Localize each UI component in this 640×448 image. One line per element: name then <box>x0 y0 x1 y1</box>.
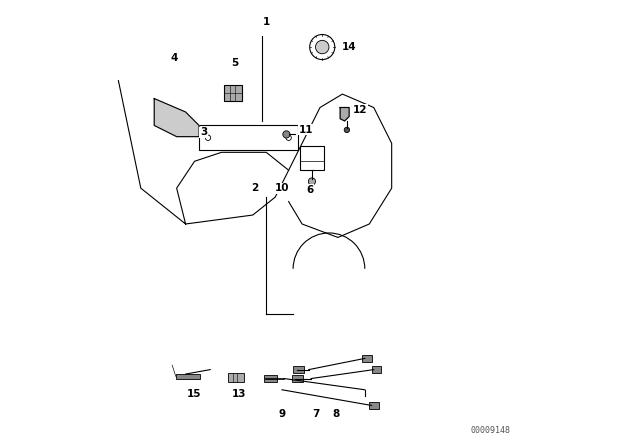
Circle shape <box>316 40 329 54</box>
Text: 10: 10 <box>275 183 289 193</box>
Bar <box>369 402 379 409</box>
Text: 5: 5 <box>231 58 239 68</box>
Text: 15: 15 <box>186 389 201 399</box>
Text: 12: 12 <box>353 105 367 115</box>
Text: 4: 4 <box>171 53 178 63</box>
Circle shape <box>344 127 349 133</box>
Text: 2: 2 <box>252 183 259 193</box>
Circle shape <box>308 178 316 185</box>
Bar <box>293 366 305 373</box>
Bar <box>300 146 324 170</box>
Bar <box>371 366 381 373</box>
Text: 3: 3 <box>200 127 207 137</box>
Text: 11: 11 <box>298 125 313 135</box>
Text: 13: 13 <box>232 389 246 399</box>
Text: 00009148: 00009148 <box>470 426 510 435</box>
Circle shape <box>283 131 290 138</box>
Text: 6: 6 <box>306 185 314 195</box>
Text: 9: 9 <box>278 409 285 419</box>
Text: 7: 7 <box>312 409 319 419</box>
Text: 14: 14 <box>342 42 356 52</box>
Bar <box>264 375 278 382</box>
Polygon shape <box>340 108 349 121</box>
Bar <box>199 125 298 150</box>
Bar <box>362 355 372 362</box>
Bar <box>224 85 242 101</box>
Polygon shape <box>154 99 199 137</box>
Bar <box>176 374 200 379</box>
Text: 1: 1 <box>262 17 270 27</box>
Bar <box>228 373 244 382</box>
Bar <box>292 375 303 382</box>
Text: 8: 8 <box>332 409 339 419</box>
